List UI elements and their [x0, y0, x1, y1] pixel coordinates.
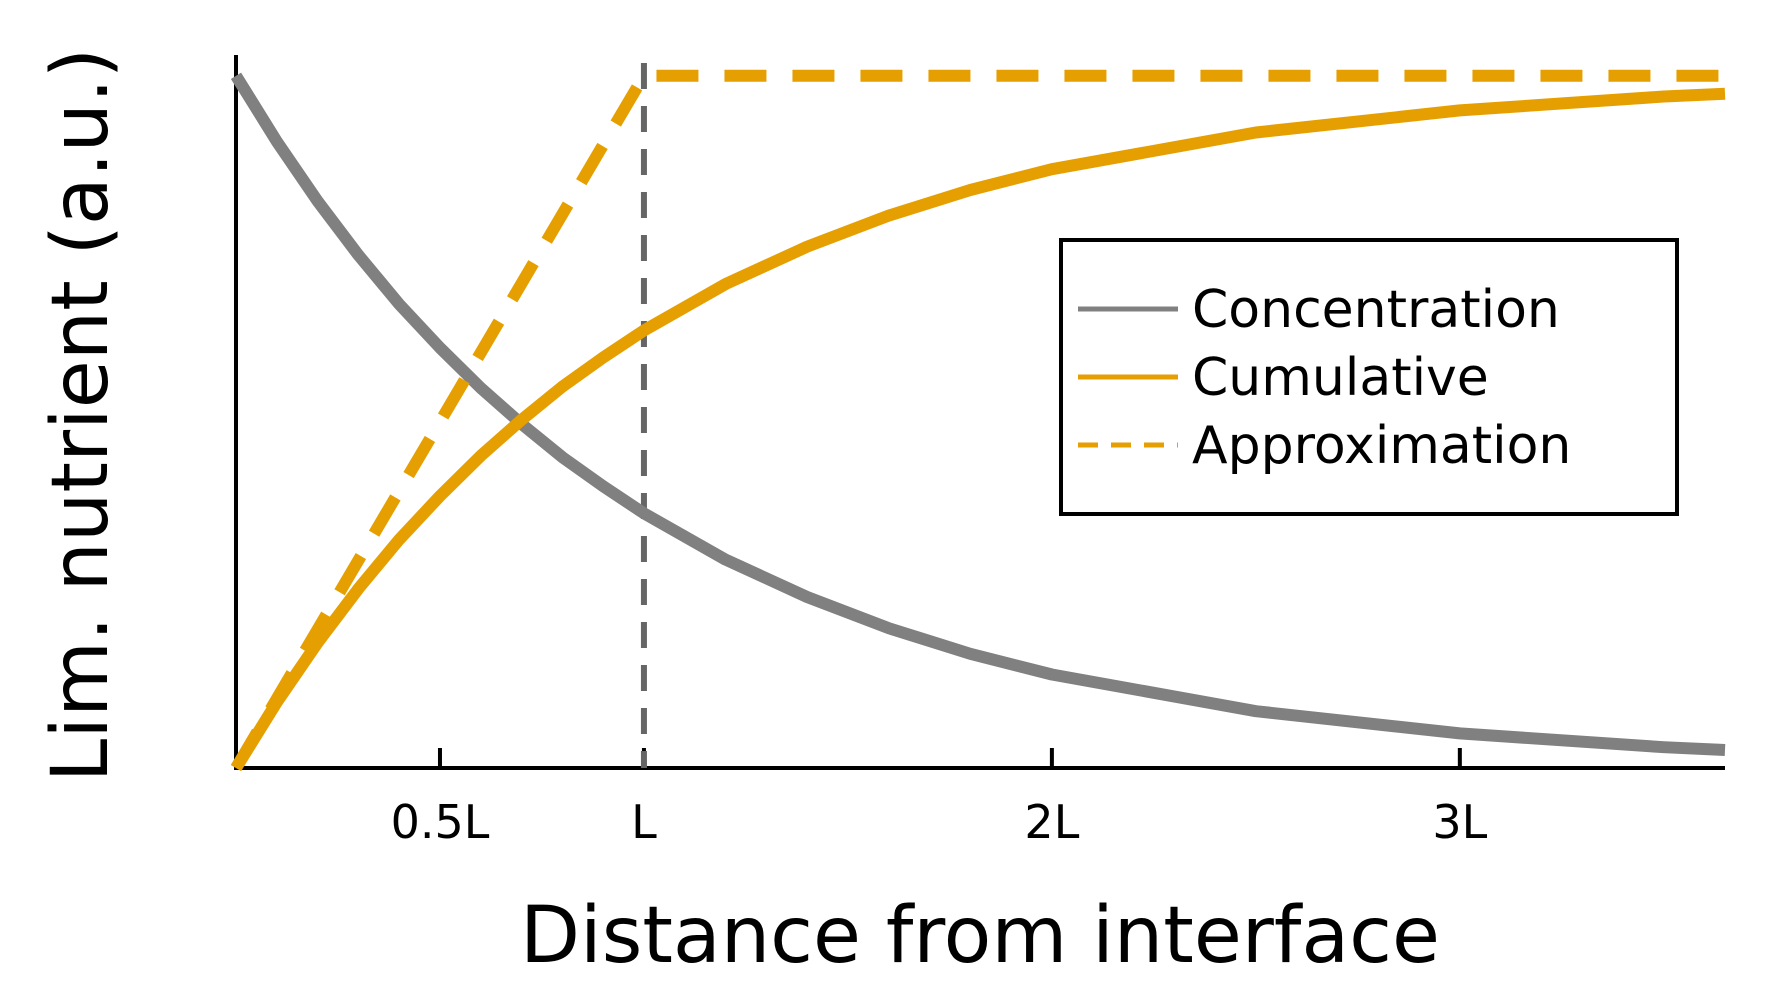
x-tick-label: L [631, 795, 657, 849]
plot-lines [230, 63, 1726, 772]
legend: Concentration Cumulative Approximation [1059, 238, 1679, 516]
x-axis-title: Distance from interface [520, 891, 1440, 981]
x-ticks: 0.5L L 2L 3L [391, 748, 1488, 849]
x-tick-label: 3L [1432, 795, 1487, 849]
x-tick-label: 2L [1024, 795, 1079, 849]
legend-label-concentration: Concentration [1192, 280, 1560, 340]
x-tick-label: 0.5L [391, 795, 490, 849]
series-concentration [230, 72, 1726, 756]
series-cumulative [230, 87, 1726, 772]
series-approximation [230, 69, 1725, 772]
legend-label-approximation: Approximation [1192, 416, 1571, 476]
y-axis-title: Lim. nutrient (a.u.) [36, 48, 126, 782]
legend-label-cumulative: Cumulative [1192, 348, 1489, 408]
